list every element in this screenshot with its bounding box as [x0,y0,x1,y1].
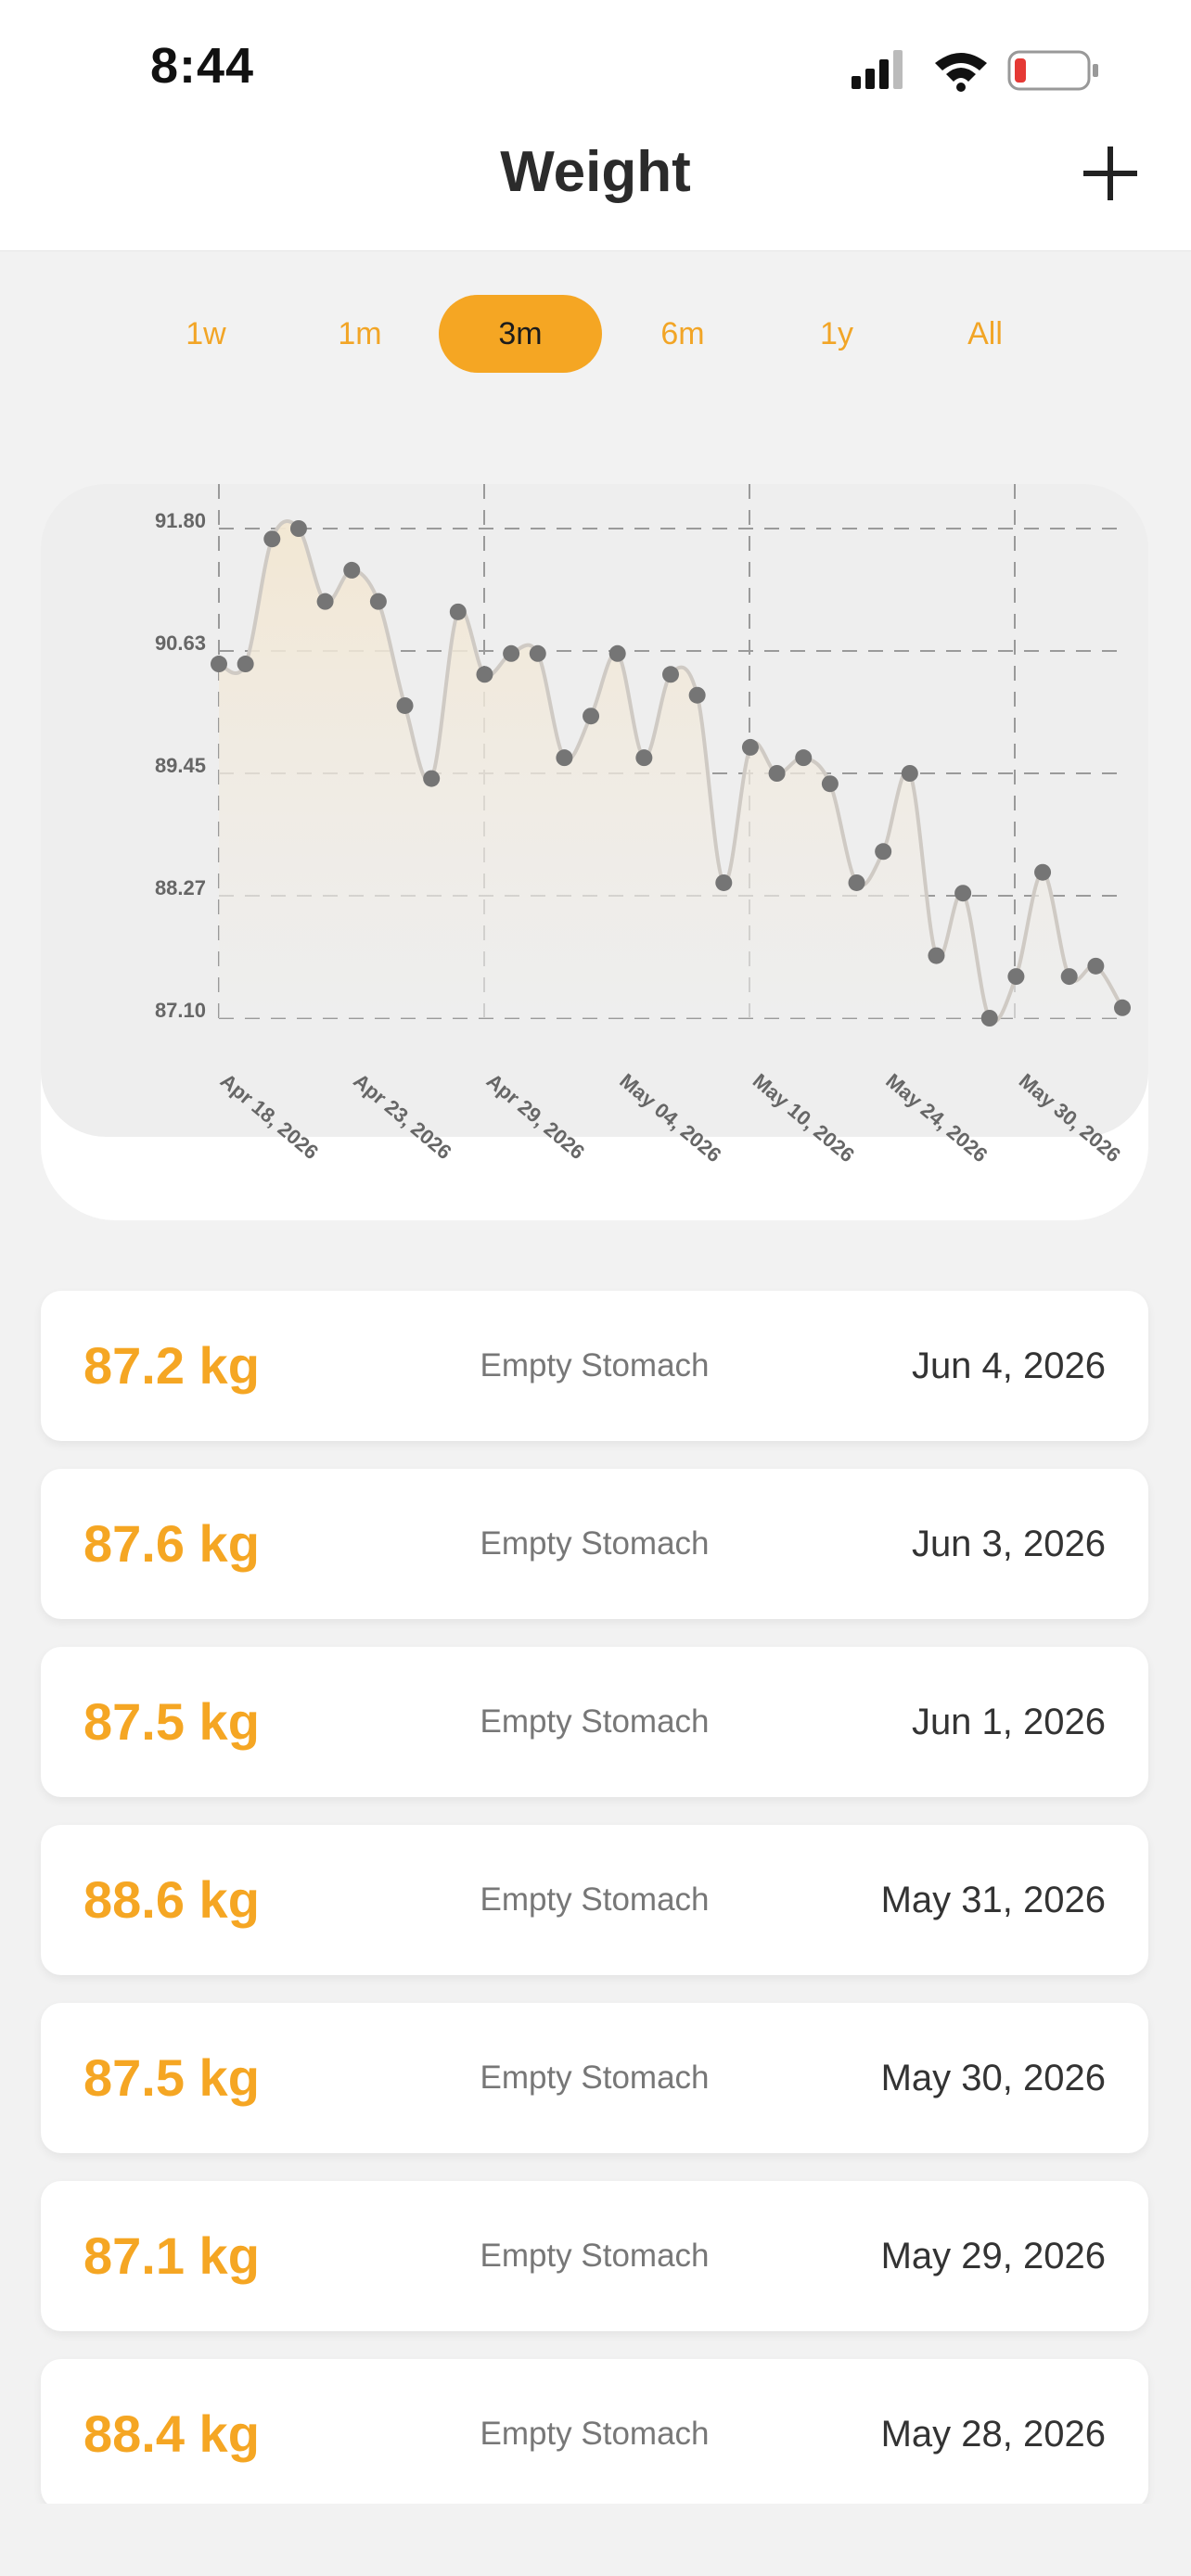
data-point [1034,863,1052,881]
data-point [503,644,520,662]
data-point [608,644,626,662]
status-time: 8:44 [150,38,255,94]
data-point [476,666,493,683]
data-point [211,656,227,673]
entry-note: Empty Stomach [480,2238,710,2274]
entry-date: Jun 4, 2026 [911,1345,1106,1386]
data-point [237,656,254,673]
entry-date: Jun 3, 2026 [911,1524,1106,1564]
data-point [980,1010,998,1027]
data-point [1114,999,1131,1016]
entry-note: Empty Stomach [480,1703,710,1740]
data-point [1060,968,1078,986]
data-point [954,885,972,902]
wifi-icon [935,53,987,92]
data-point [688,686,706,704]
data-point [635,749,653,767]
data-point [316,593,334,610]
entry-date: May 30, 2026 [880,2058,1106,2098]
navigation-bar: Weight [0,121,1191,251]
data-point [556,749,573,767]
data-point [901,765,918,782]
data-point [795,749,813,767]
data-point [529,644,546,662]
y-tick-label: 87.10 [155,999,206,1022]
data-point [662,666,679,683]
time-range-selector: 1w 1m 3m 6m 1y All [0,295,1191,378]
entry-weight: 87.6 kg [83,1514,260,1573]
data-point [848,874,865,891]
weight-entry-row[interactable]: 87.2 kg Empty Stomach Jun 4, 2026 [41,1291,1148,1441]
bottom-area [0,2504,1191,2576]
entry-note: Empty Stomach [480,2060,710,2096]
y-tick-label: 89.45 [155,754,206,777]
data-point [928,947,945,964]
data-point [715,874,733,891]
entry-weight: 87.5 kg [83,2048,260,2107]
data-point [583,708,600,725]
series-area-fill [219,521,1122,1022]
weight-entry-row[interactable]: 88.6 kg Empty Stomach May 31, 2026 [41,1825,1148,1975]
status-bar: 8:44 [0,0,1191,139]
data-point [369,593,387,610]
entry-weight: 87.1 kg [83,2226,260,2285]
page-title: Weight [500,140,691,204]
y-tick-label: 90.63 [155,631,206,655]
data-point [343,561,361,579]
data-point [875,843,892,861]
battery-low-icon [1007,50,1098,91]
data-point [1087,957,1105,975]
data-point [741,738,759,756]
entry-date: May 28, 2026 [880,2414,1106,2455]
weight-entry-row[interactable]: 87.6 kg Empty Stomach Jun 3, 2026 [41,1469,1148,1619]
entry-weight: 88.4 kg [83,2404,260,2463]
weight-entry-list: 87.2 kg Empty Stomach Jun 4, 2026 87.6 kg Em… [41,1291,1148,2537]
data-point [423,770,441,787]
data-point [821,775,839,793]
entry-date: May 31, 2026 [880,1880,1106,1920]
entry-note: Empty Stomach [480,1525,710,1562]
data-point [263,530,281,548]
data-point [449,603,467,620]
entry-weight: 88.6 kg [83,1870,260,1929]
y-tick-label: 88.27 [155,876,206,899]
data-point [289,520,307,537]
entry-note: Empty Stomach [480,1347,710,1384]
plus-icon[interactable] [1078,141,1143,206]
range-option-1m[interactable]: 1m [338,316,382,351]
range-option-1w[interactable]: 1w [186,316,226,351]
status-icons [852,50,1098,92]
range-option-1y[interactable]: 1y [820,316,853,351]
weight-chart-card: 91.80 90.63 89.45 88.27 87.10 Apr 18, 2026 Apr… [41,484,1148,1220]
data-point [768,765,786,782]
weight-entry-row[interactable]: 87.5 kg Empty Stomach Jun 1, 2026 [41,1647,1148,1797]
entry-weight: 87.5 kg [83,1692,260,1751]
signal-icon [852,50,903,89]
range-option-all[interactable]: All [967,316,1003,351]
y-tick-label: 91.80 [155,509,206,532]
range-option-3m[interactable]: 3m [439,295,602,373]
weight-entry-row[interactable]: 87.1 kg Empty Stomach May 29, 2026 [41,2181,1148,2331]
entry-note: Empty Stomach [480,2416,710,2452]
weight-entry-row[interactable]: 87.5 kg Empty Stomach May 30, 2026 [41,2003,1148,2153]
entry-date: May 29, 2026 [880,2236,1106,2276]
entry-note: Empty Stomach [480,1881,710,1918]
entry-date: Jun 1, 2026 [911,1702,1106,1742]
weight-entry-row[interactable]: 88.4 kg Empty Stomach May 28, 2026 [41,2359,1148,2509]
entry-weight: 87.2 kg [83,1336,260,1395]
data-point [1007,968,1025,986]
data-point [396,696,414,714]
range-option-6m[interactable]: 6m [660,316,705,351]
series-line [218,519,1124,1024]
